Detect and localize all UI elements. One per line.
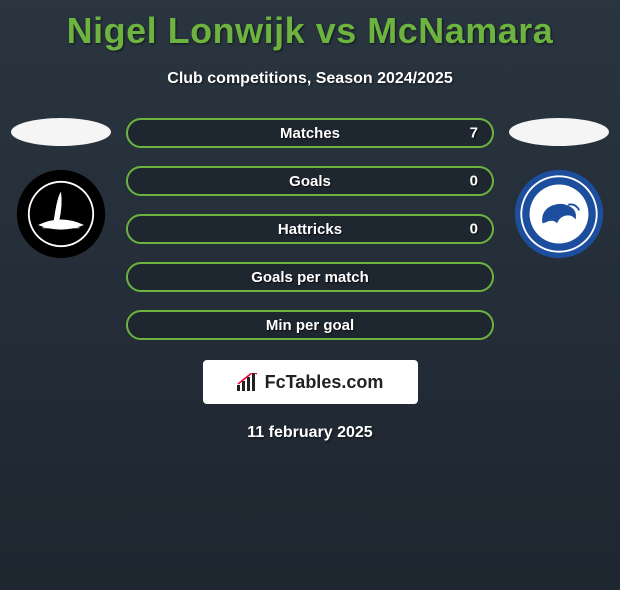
left-player-avatar (11, 118, 111, 146)
comparison-row: Matches 7 Goals 0 Hattricks 0 Goals per … (0, 118, 620, 340)
stat-value: 0 (470, 173, 478, 190)
stat-row-goals: Goals 0 (126, 166, 494, 196)
stat-row-hattricks: Hattricks 0 (126, 214, 494, 244)
stat-value: 7 (470, 125, 478, 142)
stat-value: 0 (470, 221, 478, 238)
stat-row-min-per-goal: Min per goal (126, 310, 494, 340)
right-player-avatar (509, 118, 609, 146)
chart-icon (237, 373, 259, 391)
stat-label: Goals (289, 173, 331, 190)
page-title: Nigel Lonwijk vs McNamara (0, 10, 620, 52)
right-club-badge (513, 168, 605, 260)
right-player-col (504, 118, 614, 260)
left-player-col (6, 118, 116, 260)
stat-label: Hattricks (278, 221, 342, 238)
stat-label: Min per goal (266, 317, 354, 334)
stat-row-goals-per-match: Goals per match (126, 262, 494, 292)
brand-label: FcTables.com (265, 372, 384, 393)
stats-column: Matches 7 Goals 0 Hattricks 0 Goals per … (116, 118, 504, 340)
stat-label: Matches (280, 125, 340, 142)
left-club-badge (15, 168, 107, 260)
subtitle: Club competitions, Season 2024/2025 (0, 70, 620, 88)
brand-badge[interactable]: FcTables.com (203, 360, 418, 404)
stat-row-matches: Matches 7 (126, 118, 494, 148)
date-label: 11 february 2025 (0, 424, 620, 442)
stat-label: Goals per match (251, 269, 369, 286)
